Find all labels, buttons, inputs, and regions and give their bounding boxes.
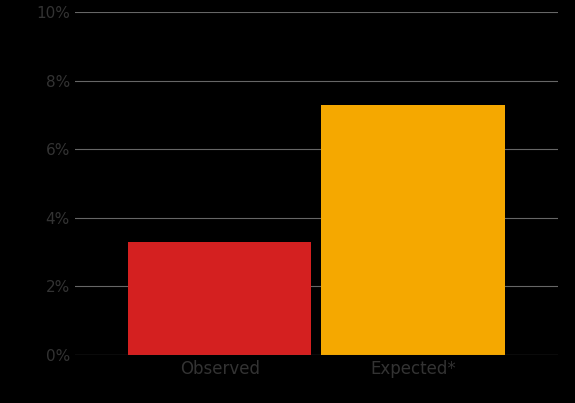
Bar	[128, 241, 312, 355]
Bar	[321, 105, 505, 355]
